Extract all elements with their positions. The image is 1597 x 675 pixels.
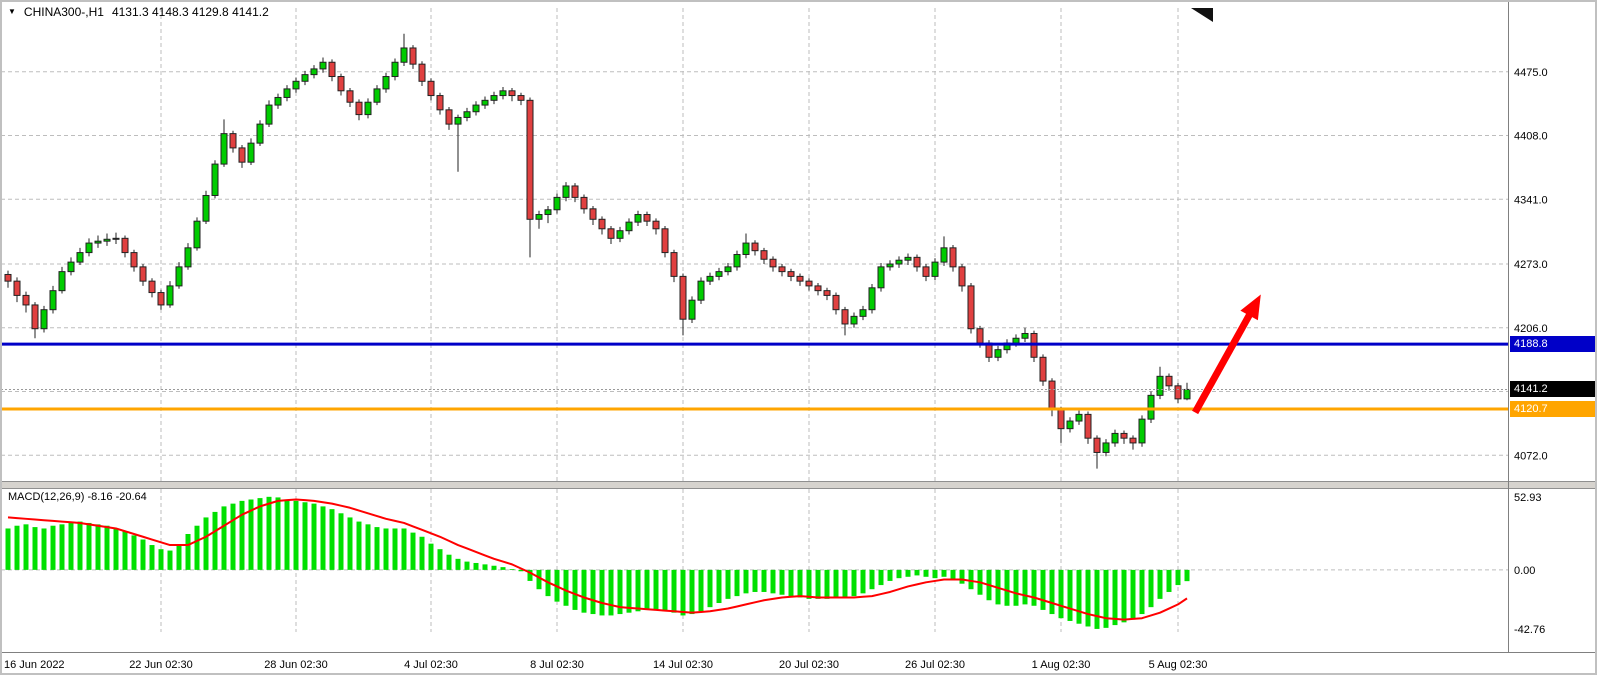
svg-text:4341.0: 4341.0 (1514, 194, 1548, 206)
resistance-price-tag: 4188.8 (1510, 336, 1595, 353)
ohlc-values-label: 4131.3 4148.3 4129.8 4141.2 (111, 5, 269, 19)
macd-signal-line (7, 498, 1188, 621)
svg-text:14 Jul 02:30: 14 Jul 02:30 (653, 659, 713, 671)
support-price-tag: 4120.7 (1510, 400, 1595, 417)
grid-lines (1, 8, 1508, 632)
svg-text:4 Jul 02:30: 4 Jul 02:30 (404, 659, 458, 671)
svg-text:0.00: 0.00 (1514, 565, 1535, 577)
svg-text:4273.0: 4273.0 (1514, 259, 1548, 271)
svg-text:20 Jul 02:30: 20 Jul 02:30 (779, 659, 839, 671)
current-price-tag: 4141.2 (1510, 381, 1595, 398)
svg-text:16 Jun 2022: 16 Jun 2022 (4, 659, 65, 671)
trend-arrow[interactable] (1192, 294, 1261, 415)
chart-header: ▼ CHINA300-,H1 4131.3 4148.3 4129.8 4141… (8, 5, 269, 19)
svg-text:4072.0: 4072.0 (1514, 450, 1548, 462)
macd-indicator-label: MACD(12,26,9) -8.16 -20.64 (8, 491, 147, 503)
chart-shift-marker[interactable] (1191, 8, 1213, 22)
svg-text:28 Jun 02:30: 28 Jun 02:30 (264, 659, 328, 671)
svg-text:-42.76: -42.76 (1514, 624, 1545, 636)
macd-histogram (5, 496, 1190, 629)
svg-text:4206.0: 4206.0 (1514, 323, 1548, 335)
horizontal-level-lines[interactable] (1, 342, 1508, 411)
svg-text:26 Jul 02:30: 26 Jul 02:30 (905, 659, 965, 671)
svg-text:22 Jun 02:30: 22 Jun 02:30 (129, 659, 193, 671)
chevron-down-icon[interactable]: ▼ (8, 7, 16, 16)
svg-text:5 Aug 02:30: 5 Aug 02:30 (1149, 659, 1208, 671)
svg-text:4408.0: 4408.0 (1514, 131, 1548, 143)
svg-text:52.93: 52.93 (1514, 492, 1542, 504)
symbol-period-label: CHINA300-,H1 (23, 5, 104, 19)
svg-text:1 Aug 02:30: 1 Aug 02:30 (1032, 659, 1091, 671)
svg-text:8 Jul 02:30: 8 Jul 02:30 (530, 659, 584, 671)
candlestick-series (4, 33, 1191, 469)
svg-text:4475.0: 4475.0 (1514, 67, 1548, 79)
